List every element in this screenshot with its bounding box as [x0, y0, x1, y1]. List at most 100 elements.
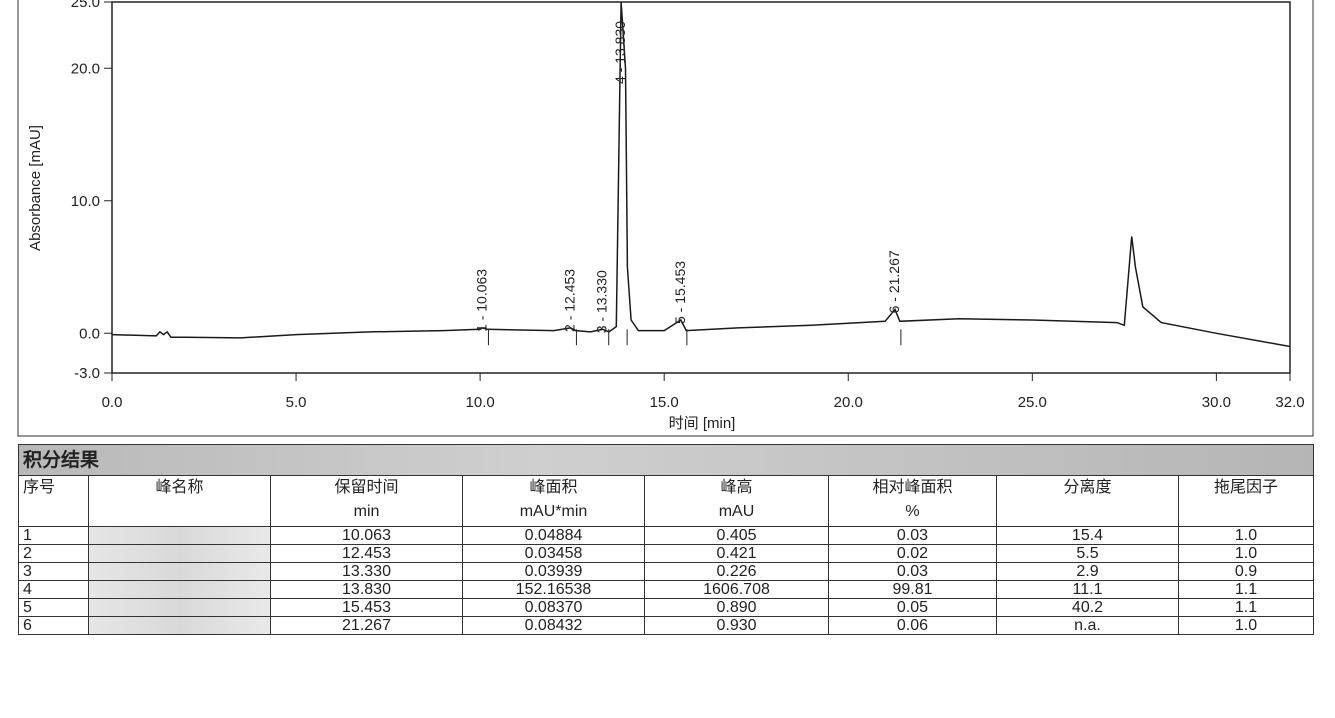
column-unit: mAU	[718, 503, 755, 520]
cell: 15.453	[270, 598, 463, 617]
cell: 1.0	[1178, 526, 1314, 545]
cell: 2	[18, 544, 89, 563]
y-tick-label: 10.0	[71, 193, 100, 210]
cell: 0.08370	[462, 598, 645, 617]
column-header: 峰名称	[88, 475, 271, 527]
y-tick-label: -3.0	[74, 365, 100, 382]
column-unit: %	[905, 503, 920, 520]
plot-frame	[111, 1, 1291, 374]
cell: 0.03939	[462, 562, 645, 581]
cell: 2.9	[996, 562, 1179, 581]
cell: 0.226	[644, 562, 829, 581]
peak-label: 6 - 21.267	[886, 250, 902, 313]
cell: 5.5	[996, 544, 1179, 563]
results-table: 积分结果 序号 峰名称 保留时间 min 峰面积 mAU*min 峰高 mAU 相对峰面积% 分离…	[18, 444, 1314, 635]
data-row: 2 12.453 0.03458 0.421 0.02 5.5 1.0	[18, 544, 1314, 563]
cell: 0.9	[1178, 562, 1314, 581]
cell: 1.0	[1178, 616, 1314, 635]
x-tick-label: 30.0	[1202, 394, 1231, 411]
x-axis-label: 时间 [min]	[669, 415, 736, 432]
column-name: 峰名称	[155, 479, 204, 496]
y-axis-label: Absorbance [mAU]	[27, 125, 44, 251]
cell: 1.1	[1178, 598, 1314, 617]
cell: 0.03	[828, 526, 997, 545]
y-tick-label: 25.0	[71, 0, 100, 11]
cell: 4	[18, 580, 89, 599]
table-title: 积分结果	[18, 444, 1314, 476]
cell: 11.1	[996, 580, 1179, 599]
column-header: 峰面积 mAU*min	[462, 475, 645, 527]
cell: n.a.	[996, 616, 1179, 635]
column-name: 序号	[23, 479, 56, 496]
x-tick-label: 20.0	[834, 394, 863, 411]
name-cell	[88, 526, 271, 545]
chart: Absorbance [mAU] 时间 [min] -3.00.0 10.0 20.…	[17, 0, 1314, 437]
x-tick-label: 32.0	[1275, 394, 1304, 411]
cell: 0.03458	[462, 544, 645, 563]
cell: 0.05	[828, 598, 997, 617]
cell: 1.1	[1178, 580, 1314, 599]
peak-label: 5 - 15.453	[672, 261, 688, 324]
data-row: 3 13.330 0.03939 0.226 0.03 2.9 0.9	[18, 562, 1314, 581]
y-tick-label: 20.0	[71, 60, 100, 77]
name-cell	[88, 562, 271, 581]
column-name: 相对峰面积	[872, 479, 953, 496]
cell: 40.2	[996, 598, 1179, 617]
cell: 6	[18, 616, 89, 635]
name-cell	[88, 598, 271, 617]
column-header: 峰高 mAU	[644, 475, 829, 527]
column-name: 分离度	[1063, 479, 1112, 496]
x-tick-label: 15.0	[650, 394, 679, 411]
peak-label: 4 - 13.830	[612, 21, 628, 84]
cell: 1	[18, 526, 89, 545]
column-header: 相对峰面积%	[828, 475, 997, 527]
cell: 15.4	[996, 526, 1179, 545]
chart-frame	[17, 0, 1314, 437]
cell: 13.330	[270, 562, 463, 581]
name-cell	[88, 580, 271, 599]
cell: 1.0	[1178, 544, 1314, 563]
cell: 3	[18, 562, 89, 581]
cell: 0.421	[644, 544, 829, 563]
x-tick-label: 5.0	[286, 394, 307, 411]
x-tick-label: 25.0	[1018, 394, 1047, 411]
column-header: 拖尾因子	[1178, 475, 1314, 527]
name-cell	[88, 544, 271, 563]
column-unit: min	[353, 503, 380, 520]
column-name: 峰高	[720, 479, 753, 496]
cell: 0.03	[828, 562, 997, 581]
trace	[112, 2, 1290, 348]
peak-label: 2 - 12.453	[561, 269, 577, 332]
cell: 21.267	[270, 616, 463, 635]
name-cell	[88, 616, 271, 635]
column-header: 保留时间 min	[270, 475, 463, 527]
column-name: 峰面积	[529, 479, 578, 496]
x-tick-label: 10.0	[466, 394, 495, 411]
cell: 10.063	[270, 526, 463, 545]
column-name: 保留时间	[334, 479, 399, 496]
peak-label: 3 - 13.330	[594, 270, 610, 333]
cell: 0.04884	[462, 526, 645, 545]
cell: 0.02	[828, 544, 997, 563]
cell: 1606.708	[644, 580, 829, 599]
cell: 0.06	[828, 616, 997, 635]
cell: 0.930	[644, 616, 829, 635]
column-name: 拖尾因子	[1213, 479, 1278, 496]
x-tick-label: 0.0	[102, 394, 123, 411]
cell: 152.16538	[462, 580, 645, 599]
cell: 5	[18, 598, 89, 617]
cell: 13.830	[270, 580, 463, 599]
column-header: 分离度	[996, 475, 1179, 527]
column-header: 序号	[18, 475, 89, 527]
data-row: 1 10.063 0.04884 0.405 0.03 15.4 1.0	[18, 526, 1314, 545]
cell: 0.890	[644, 598, 829, 617]
cell: 12.453	[270, 544, 463, 563]
header-row: 序号 峰名称 保留时间 min 峰面积 mAU*min 峰高 mAU 相对峰面积% 分离度 拖尾因子	[18, 475, 1314, 527]
cell: 99.81	[828, 580, 997, 599]
peak-label: 1 - 10.063	[473, 269, 489, 332]
data-row: 4 13.830 152.16538 1606.708 99.81 11.1 1.1	[18, 580, 1314, 599]
data-row: 5 15.453 0.08370 0.890 0.05 40.2 1.1	[18, 598, 1314, 617]
data-row: 6 21.267 0.08432 0.930 0.06 n.a. 1.0	[18, 616, 1314, 635]
cell: 0.08432	[462, 616, 645, 635]
